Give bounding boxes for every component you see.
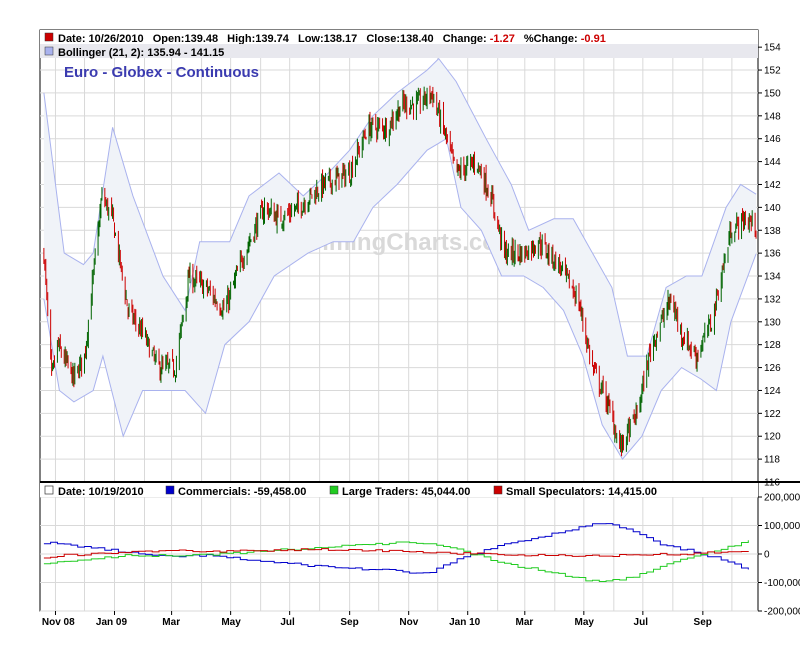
price-tick-label: 138 [764, 226, 781, 237]
cot-date: Date: 10/19/2010 [58, 486, 144, 498]
legend-bollinger-swatch [44, 46, 54, 56]
commercials-swatch [165, 485, 175, 495]
legend-low: Low:138.17 [298, 33, 357, 45]
x-tick-label: Sep [694, 617, 712, 628]
cot-tick-label: -200,000 [764, 607, 800, 618]
legend-close: Close:138.40 [366, 33, 433, 45]
cot-series-small-speculators [43, 548, 749, 559]
x-tick-label: Jan 10 [449, 617, 481, 628]
x-tick-label: May [221, 617, 241, 628]
cot-panel: 200,000 100,000 0 -100,000 -200,000 Date: 10… [39, 481, 800, 618]
x-tick-label: Sep [340, 617, 358, 628]
price-bars [43, 85, 757, 457]
price-tick-label: 148 [764, 111, 781, 122]
price-tick-label: 130 [764, 317, 781, 328]
price-tick-label: 154 [764, 43, 781, 54]
price-tick-label: 146 [764, 134, 781, 145]
bollinger-upper-line [43, 57, 757, 357]
price-tick-label: 140 [764, 203, 781, 214]
price-tick-label: 126 [764, 363, 781, 374]
legend-change-value: -1.27 [490, 33, 515, 45]
cot-legend-bg [40, 483, 758, 497]
time-x-axis: Nov 08 Jan 09 Mar May Jul Sep Nov Jan 10 Mar May J… [42, 611, 712, 628]
x-tick-label: Mar [162, 617, 180, 628]
legend-bollinger: Bollinger (21, 2): 135.94 - 141.15 [58, 47, 224, 59]
cot-tick-label: -100,000 [764, 578, 800, 589]
x-tick-label: Nov [399, 617, 418, 628]
price-tick-label: 118 [764, 455, 780, 466]
legend-row-1-bg [40, 30, 758, 44]
legend-row-2-bg [40, 44, 758, 58]
price-panel: (c) TimingCharts.com 1161181201221241261… [39, 29, 781, 489]
legend-date: Date: 10/26/2010 [58, 33, 144, 45]
cot-tick-label: 200,000 [764, 493, 800, 504]
x-tick-label: May [575, 617, 595, 628]
price-tick-label: 152 [764, 66, 781, 77]
bollinger-band-fill [43, 58, 757, 460]
price-tick-label: 128 [764, 340, 781, 351]
cot-series-large-traders [43, 540, 749, 582]
cot-y-axis: 200,000 100,000 0 -100,000 -200,000 [758, 493, 800, 618]
price-tick-label: 124 [764, 386, 781, 397]
legend-high: High:139.74 [227, 33, 290, 45]
price-tick-label: 134 [764, 272, 781, 283]
legend-pct-label: %Change: [524, 33, 578, 45]
x-tick-label: Jan 09 [96, 617, 128, 628]
cot-plot-area [39, 481, 759, 612]
price-tick-label: 132 [764, 294, 781, 305]
price-tick-label: 120 [764, 432, 781, 443]
price-tick-label: 122 [764, 409, 781, 420]
x-tick-label: Nov 08 [42, 617, 75, 628]
cot-date-swatch [44, 485, 54, 495]
small-speculators-legend: Small Speculators: 14,415.00 [506, 486, 657, 498]
price-tick-label: 136 [764, 249, 781, 260]
legend-change-label: Change: [443, 33, 487, 45]
cot-tick-label: 0 [764, 550, 770, 561]
cot-tick-label: 100,000 [764, 521, 800, 532]
large-traders-swatch [329, 485, 339, 495]
x-tick-label: Jul [634, 617, 649, 628]
legend-ohlc: Date: 10/26/2010 Open:139.48 High:139.74… [58, 33, 606, 45]
legend-ohlc-swatch [44, 32, 54, 42]
small-speculators-swatch [493, 485, 503, 495]
large-traders-legend: Large Traders: 45,044.00 [342, 486, 470, 498]
price-tick-label: 150 [764, 88, 781, 99]
x-tick-label: Mar [515, 617, 533, 628]
bollinger-lower-line [43, 137, 757, 460]
price-tick-label: 144 [764, 157, 781, 168]
price-y-axis: 1161181201221241261281301321341361381401… [758, 43, 781, 489]
commercials-legend: Commercials: -59,458.00 [178, 486, 306, 498]
x-tick-label: Jul [280, 617, 295, 628]
chart-title: Euro - Globex - Continuous [64, 64, 259, 81]
legend-pct-value: -0.91 [581, 33, 606, 45]
cot-series-commercials [43, 523, 749, 574]
legend-open: Open:139.48 [153, 33, 218, 45]
cot-lines [43, 523, 749, 582]
price-tick-label: 142 [764, 180, 781, 191]
